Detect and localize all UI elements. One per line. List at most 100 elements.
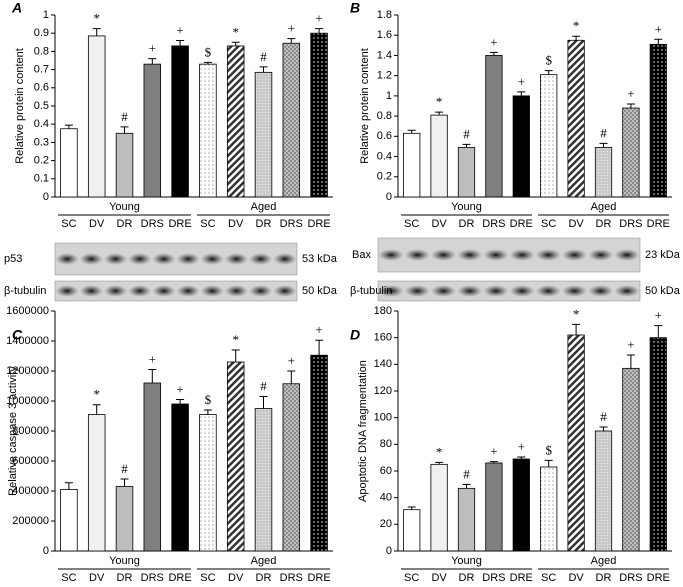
- y-tick-label: 20: [380, 518, 392, 530]
- x-tick-label: DV: [568, 572, 584, 584]
- error-bar: [489, 461, 498, 463]
- error-bar: [407, 129, 416, 134]
- blot-band: [378, 285, 404, 297]
- significance-marker: *: [573, 306, 580, 321]
- y-tick-label: 400000: [12, 485, 49, 497]
- blot-size-label: 23 kDa: [645, 249, 681, 261]
- blot-band: [483, 249, 509, 261]
- significance-marker: +: [176, 22, 183, 37]
- significance-marker: +: [288, 21, 295, 36]
- group-label: Young: [109, 201, 140, 213]
- y-axis-label: Relative protein content: [14, 48, 26, 164]
- x-tick-label: DRE: [168, 218, 191, 230]
- y-tick-label: 200000: [12, 515, 49, 527]
- error-bar: [435, 111, 444, 116]
- bar: [512, 95, 530, 198]
- bar: [199, 63, 217, 198]
- error-bar: [287, 370, 296, 384]
- error-bar: [407, 506, 416, 510]
- x-tick-label: SC: [200, 572, 215, 584]
- y-tick-label: 0.7: [34, 64, 49, 76]
- y-tick-label: 1: [43, 9, 49, 21]
- y-tick-label: 0.8: [34, 45, 49, 57]
- bar: [310, 354, 328, 552]
- significance-marker: $: [545, 53, 552, 68]
- x-tick-label: DRS: [619, 572, 642, 584]
- y-tick-label: 1200000: [6, 365, 49, 377]
- significance-marker: +: [627, 337, 634, 352]
- bar: [485, 462, 503, 552]
- bar: [254, 71, 273, 198]
- blot-band: [535, 285, 561, 297]
- y-tick-label: 0.6: [377, 130, 392, 142]
- x-tick-label: DRS: [280, 572, 303, 584]
- error-bar: [92, 404, 101, 415]
- significance-marker: *: [93, 387, 100, 402]
- bar: [199, 414, 217, 552]
- bar: [403, 509, 421, 552]
- panel-label: D: [350, 327, 360, 343]
- x-tick-label: DRE: [510, 218, 533, 230]
- bar: [540, 466, 558, 552]
- blot-band: [430, 249, 457, 261]
- bar: [457, 487, 476, 552]
- panel-label: A: [11, 0, 22, 16]
- bar: [115, 486, 134, 552]
- y-tick-label: 0: [386, 191, 392, 203]
- error-bar: [120, 126, 129, 134]
- significance-marker: $: [205, 44, 212, 59]
- blot-band: [249, 253, 273, 265]
- error-bar: [517, 456, 526, 459]
- blot-protein-label: β-tubulin: [350, 285, 392, 297]
- bar: [282, 383, 301, 552]
- error-bar: [287, 38, 296, 44]
- y-tick-label: 0.2: [377, 171, 392, 183]
- significance-marker: +: [655, 21, 662, 36]
- error-bar: [64, 482, 73, 490]
- y-tick-label: 100: [374, 412, 392, 424]
- error-bar: [176, 399, 185, 404]
- x-tick-label: DR: [117, 218, 133, 230]
- group-label: Aged: [251, 201, 277, 213]
- bar: [567, 334, 585, 552]
- y-tick-label: 0: [386, 545, 392, 557]
- y-tick-label: 0.6: [34, 82, 49, 94]
- bar: [403, 132, 421, 198]
- error-bar: [92, 28, 101, 36]
- x-tick-label: DRS: [619, 218, 642, 230]
- blot-band: [103, 253, 128, 265]
- significance-marker: *: [232, 24, 239, 39]
- x-tick-label: DV: [89, 572, 105, 584]
- error-bar: [231, 41, 240, 46]
- blot-band: [103, 285, 128, 297]
- bar: [143, 63, 162, 198]
- significance-marker: #: [463, 126, 470, 141]
- significance-marker: +: [655, 308, 662, 323]
- error-bar: [64, 124, 73, 129]
- error-bar: [489, 51, 498, 56]
- x-tick-label: DV: [89, 218, 105, 230]
- blot-size-label: 50 kDa: [645, 285, 681, 297]
- y-tick-label: 160: [374, 332, 392, 344]
- blot-band: [249, 285, 273, 297]
- bar: [622, 107, 640, 198]
- error-bar: [599, 426, 608, 431]
- blot-band: [509, 249, 535, 261]
- blot-band: [535, 249, 561, 261]
- error-bar: [654, 38, 663, 45]
- blot-band: [152, 253, 176, 265]
- error-bar: [203, 409, 212, 415]
- x-tick-label: DRE: [647, 218, 670, 230]
- bar: [594, 430, 613, 552]
- y-tick-label: 0.4: [34, 118, 49, 130]
- blot-size-label: 50 kDa: [302, 285, 338, 297]
- bar: [649, 337, 667, 552]
- bar: [60, 128, 78, 198]
- y-tick-label: 1.2: [377, 70, 392, 82]
- y-tick-label: 1600000: [6, 305, 49, 317]
- y-tick-label: 0.1: [34, 173, 49, 185]
- bar: [171, 403, 189, 552]
- error-bar: [231, 349, 240, 362]
- y-tick-label: 0.2: [34, 155, 49, 167]
